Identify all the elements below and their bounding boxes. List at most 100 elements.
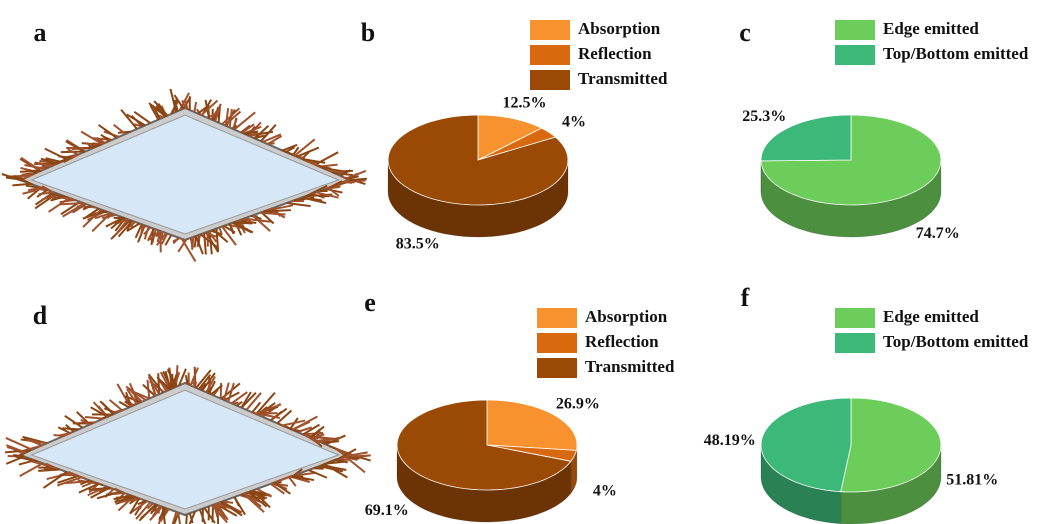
fiber	[201, 372, 216, 392]
value-label: 74.7%	[916, 225, 960, 242]
fiber	[140, 503, 158, 519]
fiber	[142, 383, 156, 397]
legend-label: Top/Bottom emitted	[883, 332, 1029, 351]
fiber	[50, 195, 66, 202]
fiber	[249, 490, 267, 495]
fiber	[326, 168, 344, 174]
legend-swatch	[835, 333, 875, 353]
fiber	[349, 177, 367, 182]
fiber	[84, 415, 104, 420]
legend-swatch	[537, 308, 577, 328]
fiber	[199, 233, 219, 249]
fiber	[51, 156, 72, 166]
fiber	[164, 370, 172, 390]
fiber	[344, 455, 366, 474]
fiber	[139, 224, 145, 236]
fiber	[82, 208, 102, 228]
fiber	[146, 502, 154, 510]
panel-letter: b	[361, 18, 375, 47]
fiber	[293, 468, 303, 477]
fiber	[5, 444, 26, 454]
legend-label: Absorption	[585, 307, 668, 326]
fiber	[101, 402, 114, 416]
pie-slice	[396, 399, 572, 491]
fiber	[30, 460, 55, 469]
fiber	[130, 221, 136, 228]
fiber	[282, 143, 298, 152]
fiber	[215, 502, 229, 521]
fiber	[240, 392, 257, 409]
fiber	[82, 209, 105, 220]
fiber	[88, 486, 111, 491]
fiber	[135, 501, 152, 520]
fiber	[64, 415, 84, 429]
fiber	[57, 475, 79, 484]
fiber	[220, 501, 242, 515]
fiber	[110, 216, 125, 230]
fiber	[94, 212, 112, 220]
fiber	[79, 479, 91, 486]
fiber	[143, 226, 152, 236]
fiber	[12, 182, 31, 187]
fiber	[233, 111, 256, 131]
fiber	[80, 418, 91, 426]
fiber	[82, 204, 92, 211]
fiber	[57, 426, 71, 434]
fiber	[46, 472, 71, 481]
fiber	[56, 476, 82, 487]
fiber	[195, 369, 212, 389]
fiber	[178, 368, 187, 387]
panel-letter: d	[33, 301, 48, 330]
fiber	[213, 504, 219, 516]
fiber	[255, 391, 276, 415]
fiber	[193, 101, 198, 113]
legend-label: Edge emitted	[883, 307, 979, 326]
fiber	[308, 193, 330, 198]
fiber	[292, 474, 304, 478]
fiber	[5, 437, 33, 451]
fiber	[296, 146, 320, 158]
legend-swatch	[537, 333, 577, 353]
fiber	[13, 453, 25, 458]
legend-label: Reflection	[585, 332, 659, 351]
fiber	[19, 169, 43, 173]
fiber	[192, 376, 197, 388]
fiber	[282, 419, 306, 427]
fiber	[228, 108, 233, 128]
fiber	[347, 451, 368, 457]
fiber	[80, 130, 103, 145]
fiber	[134, 223, 143, 239]
fiber	[191, 236, 195, 250]
fiber	[241, 123, 255, 134]
fiber	[113, 491, 124, 496]
fiber	[115, 495, 136, 503]
fiber	[285, 146, 296, 153]
fiber	[149, 104, 160, 121]
fiber	[1, 173, 23, 182]
fiber	[185, 514, 188, 524]
fiber	[162, 507, 166, 518]
fiber	[27, 186, 42, 192]
fiber	[62, 202, 85, 218]
value-label: 4%	[562, 113, 586, 130]
fiber	[327, 187, 340, 197]
fiber	[19, 462, 44, 477]
fiber	[160, 233, 169, 245]
fiber	[128, 403, 138, 407]
fiber	[159, 371, 171, 391]
fiber	[252, 214, 271, 232]
fiber	[259, 211, 286, 216]
value-label: 12.5%	[502, 95, 546, 112]
fiber	[321, 458, 338, 467]
legend-label: Edge emitted	[883, 19, 979, 38]
fiber	[214, 503, 227, 520]
fiber	[157, 102, 168, 117]
fiber	[273, 481, 292, 495]
fiber	[275, 475, 292, 483]
fiber	[177, 512, 182, 524]
fiber	[72, 203, 87, 214]
value-label: 4%	[593, 482, 617, 499]
fiber	[233, 496, 246, 516]
fiber	[326, 460, 345, 465]
